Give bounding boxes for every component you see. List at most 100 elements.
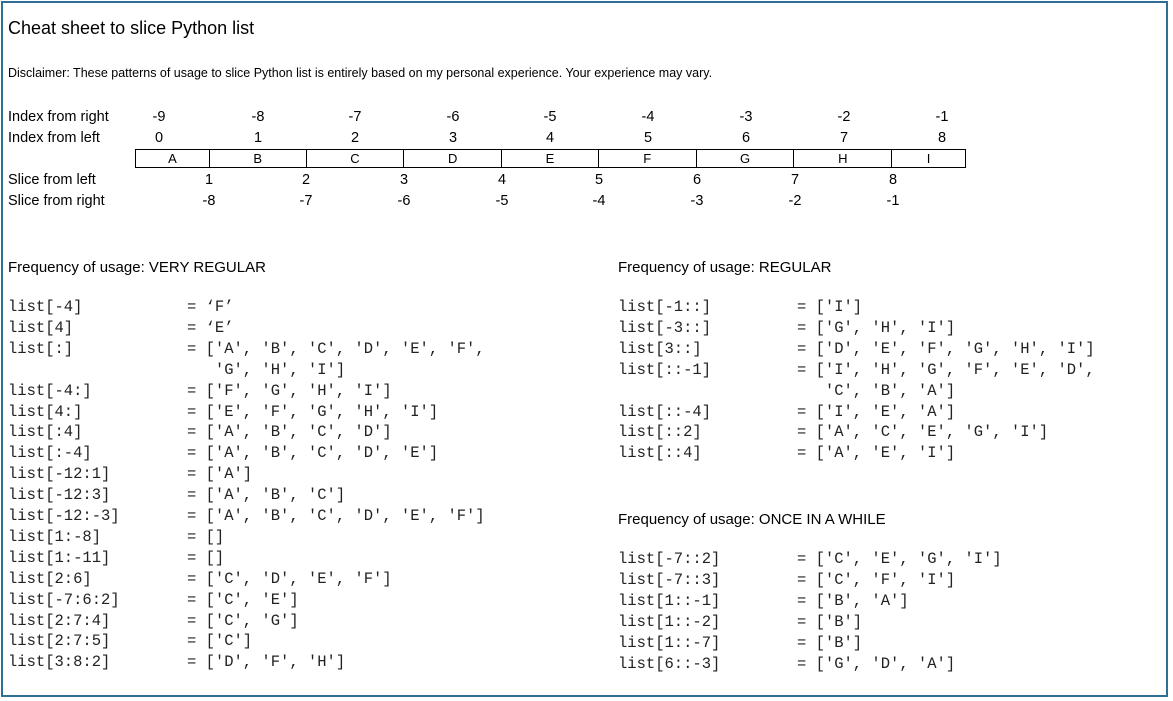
index-from-left-value: 7 [839,130,849,146]
slice-expression: list[-12:1] [8,465,111,484]
index-from-right-value: -4 [641,109,655,125]
index-from-left-value: 2 [350,130,360,146]
index-from-left-value: 6 [741,130,751,146]
index-from-right-value: -7 [348,109,362,125]
slice-expression: list[2:6] [8,569,92,588]
slice-expression: list[:4] [8,423,83,442]
slice-from-left-value: 6 [692,172,702,188]
slice-expression: list[1::-1] [618,591,721,610]
list-element-cell: A [136,150,210,167]
index-from-left-value: 5 [643,130,653,146]
slice-result: = ['C', 'E'] [187,590,299,609]
slice-from-right-value: -7 [299,193,313,209]
slice-result: 'G', 'H', 'I'] [187,360,346,379]
slice-expression: list[::2] [618,423,702,442]
slice-from-left-value: 2 [301,172,311,188]
slice-expression: list[-7::3] [618,570,721,589]
slice-result: = [] [187,548,225,567]
slice-from-right-value: -3 [690,193,704,209]
slice-result: = ['G', 'D', 'A'] [797,654,956,673]
slice-expression: list[-7:6:2] [8,590,120,609]
slice-expression: list[-4:] [8,381,92,400]
list-element-cell: F [599,150,697,167]
slice-from-left-value: 7 [790,172,800,188]
slice-result: = ['C', 'D', 'E', 'F'] [187,569,392,588]
slice-from-right-value: -5 [495,193,509,209]
slice-expression: list[-1::] [618,298,712,316]
slice-result: = ‘E’ [187,318,234,337]
slice-expression: list[2:7:4] [8,611,111,630]
list-element-cell: C [307,150,405,167]
slice-expression: list[:-4] [8,444,92,463]
slice-expression: list[:] [8,339,74,358]
slice-result: 'C', 'B', 'A'] [797,381,956,400]
slice-result: = ['A', 'C', 'E', 'G', 'I'] [797,423,1049,442]
slice-expression: list[::4] [618,444,702,463]
slice-expression: list[-4] [8,298,83,316]
heading-regular: Frequency of usage: REGULAR [618,259,832,276]
heading-once-in-a-while: Frequency of usage: ONCE IN A WHILE [618,511,886,528]
slice-from-left-value: 5 [594,172,604,188]
list-element-cell: G [697,150,795,167]
slice-from-left-value: 4 [497,172,507,188]
slice-expression: list[1::-2] [618,612,721,631]
slice-expression: list[1::-7] [618,633,721,652]
slice-result: = ['A', 'B', 'C', 'D', 'E', 'F', [187,339,485,358]
slice-expression: list[3::] [618,339,702,358]
slice-result: = ['G', 'H', 'I'] [797,318,956,337]
list-element-cell: B [210,150,307,167]
slice-expression: list[::-1] [618,360,712,379]
slice-result: = ['C'] [187,632,253,651]
slice-from-left-value: 1 [204,172,214,188]
slice-result: = ['B'] [797,612,863,631]
index-from-right-value: -8 [251,109,265,125]
slice-result: = ['A', 'E', 'I'] [797,444,956,463]
index-from-right-value: -6 [446,109,460,125]
index-from-left-value: 4 [545,130,555,146]
slice-result: = ['D', 'F', 'H'] [187,653,346,672]
list-element-cell: I [926,151,931,166]
slice-result: = ['A', 'B', 'C', 'D'] [187,423,392,442]
slice-result: = ['B'] [797,633,863,652]
slice-from-right-value: -8 [202,193,216,209]
slice-result: = ['C', 'E', 'G', 'I'] [797,550,1002,568]
slice-result: = ['I', 'H', 'G', 'F', 'E', 'D', [797,360,1095,379]
slice-result: = ['A'] [187,465,253,484]
index-from-left-value: 3 [448,130,458,146]
slice-result: = [] [187,527,225,546]
index-from-left-value: 1 [253,130,263,146]
slice-result: = ['A', 'B', 'C', 'D', 'E'] [187,444,439,463]
list-element-cell: D [404,150,503,167]
list-element-cell: E [502,150,599,167]
slice-from-right-value: -4 [592,193,606,209]
disclaimer-text: Disclaimer: These patterns of usage to s… [8,66,713,80]
slice-result: = ['A', 'B', 'C', 'D', 'E', 'F'] [187,507,485,525]
slice-result: = ['C', 'F', 'I'] [797,570,956,589]
slice-result: = ['C', 'G'] [187,611,299,630]
slice-from-right-label: Slice from right [8,193,105,209]
slice-result: = ['F', 'G', 'H', 'I'] [187,381,392,400]
slice-expression: list[3:8:2] [8,653,111,672]
slice-result: = ['E', 'F', 'G', 'H', 'I'] [187,402,439,421]
index-from-right-value: -5 [543,109,557,125]
slice-expression: list[-3::] [618,318,712,337]
slice-expression: list[1:-11] [8,548,111,567]
list-element-cell: H [794,150,893,167]
slice-result: = ['D', 'E', 'F', 'G', 'H', 'I'] [797,339,1095,358]
slice-expression: list[2:7:5] [8,632,111,651]
index-from-left-value: 8 [937,130,947,146]
slice-expression: list[4:] [8,402,83,421]
index-from-right-value: -2 [837,109,851,125]
slice-from-right-value: -2 [788,193,802,209]
slice-result: = ['A', 'B', 'C'] [187,486,346,505]
index-from-left-value: 0 [154,130,164,146]
slice-result: = ['B', 'A'] [797,591,909,610]
slice-result: = ['I'] [797,298,863,316]
index-from-right-value: -9 [152,109,166,125]
slice-expression: list[1:-8] [8,527,102,546]
index-from-right-label: Index from right [8,109,109,125]
slice-expression: list[-12:-3] [8,507,120,525]
index-from-right-value: -1 [935,109,949,125]
